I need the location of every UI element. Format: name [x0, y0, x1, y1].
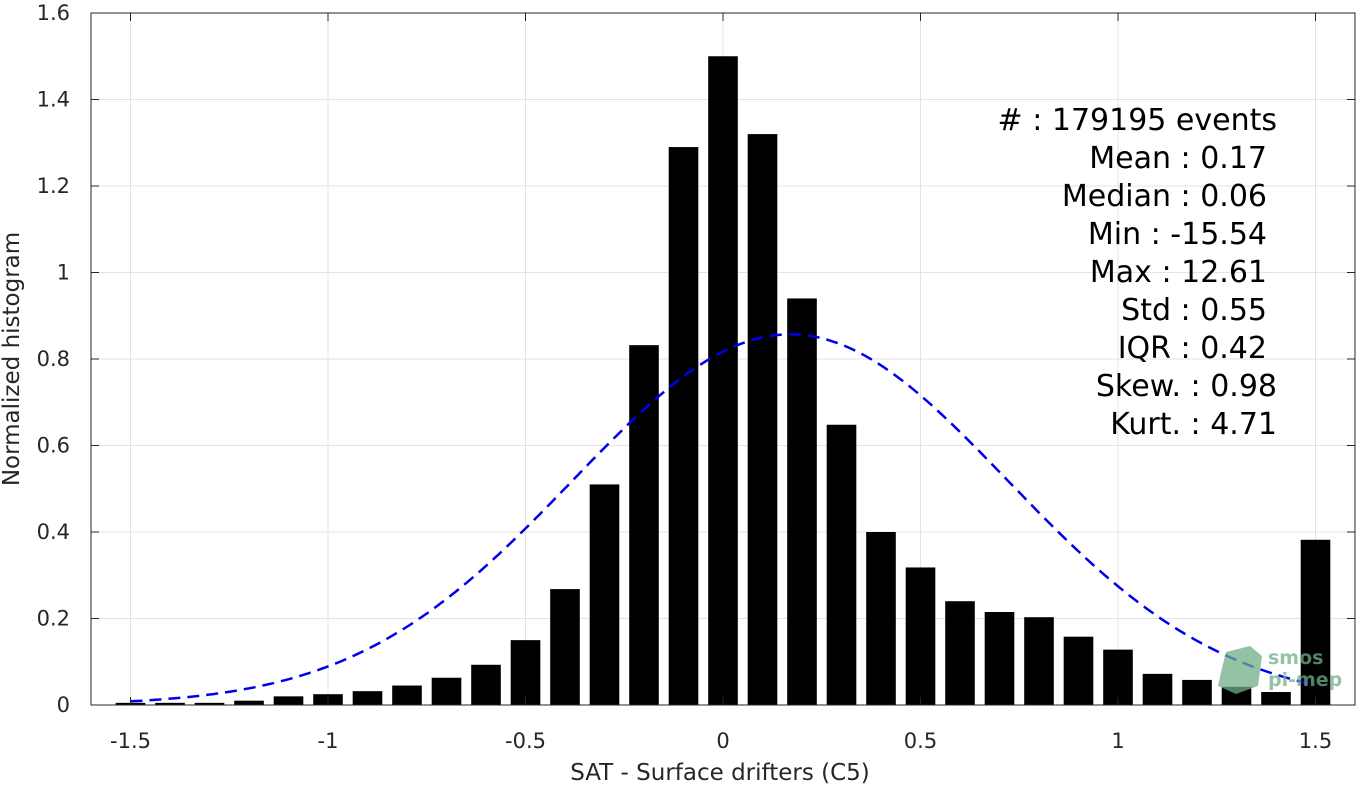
- stat-max: Max : 12.61: [1090, 255, 1267, 290]
- logo-text-smos: smos: [1268, 647, 1323, 669]
- y-tick-label: 1.6: [37, 1, 70, 25]
- x-tick-labels: -1.5 -1 -0.5 0 0.5 1 1.5: [110, 729, 1332, 753]
- histogram-bar: [1103, 649, 1133, 705]
- y-axis-label: Normalized histogram: [0, 232, 25, 486]
- histogram-bar: [510, 640, 541, 705]
- histogram-bar: [945, 601, 975, 705]
- histogram-bar: [352, 691, 383, 705]
- histogram-bar: [1142, 673, 1173, 705]
- histogram-bar: [392, 685, 422, 705]
- y-tick-label: 0.2: [37, 607, 70, 631]
- histogram-bar: [431, 677, 462, 705]
- y-tick-labels: 0 0.2 0.4 0.6 0.8 1 1.2 1.4 1.6: [37, 1, 70, 717]
- histogram-bar: [905, 567, 936, 705]
- axes-frame: [90, 12, 1356, 706]
- histogram-bars: [115, 56, 1331, 706]
- histogram-bar: [826, 424, 857, 705]
- histogram-bar: [984, 612, 1015, 705]
- y-tick-label: 0.4: [37, 520, 70, 544]
- stat-median: Median : 0.06: [1062, 179, 1267, 214]
- histogram-bar: [1300, 539, 1331, 705]
- x-tick-label: 1: [1111, 729, 1124, 753]
- y-tick-label: 1.2: [37, 174, 70, 198]
- y-tick-label: 0: [57, 693, 70, 717]
- x-tick-label: -0.5: [505, 729, 546, 753]
- y-tick-label: 1.4: [37, 88, 70, 112]
- stat-count: # : 179195 events: [998, 103, 1277, 138]
- histogram-bar: [589, 484, 620, 705]
- histogram-bar: [273, 696, 304, 705]
- stat-min: Min : -15.54: [1088, 217, 1267, 252]
- x-tick-label: 0: [716, 729, 729, 753]
- histogram-bar: [1182, 679, 1212, 705]
- histogram-bar: [1261, 692, 1291, 705]
- stat-iqr: IQR : 0.42: [1118, 331, 1267, 366]
- x-tick-label: -1.5: [110, 729, 151, 753]
- histogram-bar: [1221, 686, 1252, 705]
- x-tick-label: 1.5: [1299, 729, 1332, 753]
- smos-pi-mep-logo: smos pi-mep: [1218, 646, 1342, 694]
- y-tick-label: 0.6: [37, 434, 70, 458]
- x-axis-label: SAT - Surface drifters (C5): [570, 760, 870, 785]
- stat-skew: Skew. : 0.98: [1096, 369, 1277, 404]
- y-tick-label: 0.8: [37, 347, 70, 371]
- histogram-bar: [471, 664, 501, 705]
- histogram-bar: [1024, 617, 1054, 705]
- histogram-bar: [1063, 636, 1094, 705]
- stat-mean: Mean : 0.17: [1089, 141, 1267, 176]
- histogram-bar: [787, 298, 817, 705]
- histogram-bar: [234, 700, 264, 705]
- statistics-annotation: # : 179195 events Mean : 0.17 Median : 0…: [998, 103, 1277, 442]
- stat-std: Std : 0.55: [1121, 293, 1267, 328]
- histogram-bar: [155, 702, 185, 705]
- gaussian-fit-curve: [130, 333, 1316, 703]
- x-tick-label: 0.5: [904, 729, 937, 753]
- y-tick-label: 1: [57, 261, 70, 285]
- histogram-bar: [668, 147, 699, 705]
- histogram-bar: [866, 532, 896, 705]
- histogram-bar: [629, 345, 659, 705]
- x-tick-label: -1: [318, 729, 339, 753]
- histogram-bar: [747, 134, 778, 706]
- histogram-bar: [550, 589, 580, 705]
- logo-mark-icon: [1218, 646, 1262, 694]
- histogram-bar: [194, 702, 225, 705]
- stat-kurt: Kurt. : 4.71: [1110, 407, 1277, 442]
- logo-text-pi-mep: pi-mep: [1268, 669, 1342, 691]
- histogram-bar: [708, 56, 738, 705]
